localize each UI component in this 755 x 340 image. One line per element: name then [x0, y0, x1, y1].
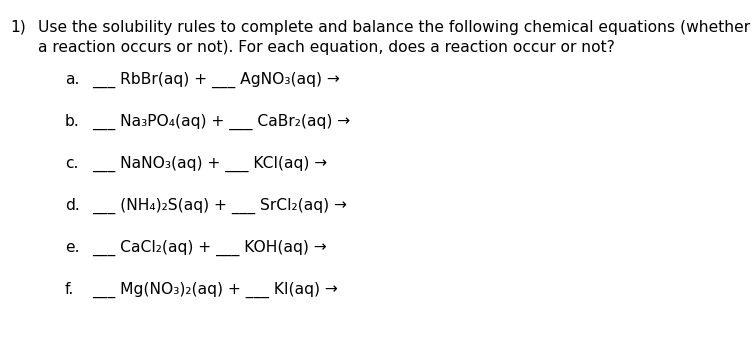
Text: Use the solubility rules to complete and balance the following chemical equation: Use the solubility rules to complete and… [38, 20, 750, 35]
Text: e.: e. [65, 240, 79, 255]
Text: f.: f. [65, 282, 74, 297]
Text: d.: d. [65, 198, 80, 213]
Text: b.: b. [65, 114, 80, 129]
Text: ___ (NH₄)₂S(aq) + ___ SrCl₂(aq) →: ___ (NH₄)₂S(aq) + ___ SrCl₂(aq) → [92, 198, 347, 214]
Text: 1): 1) [10, 20, 26, 35]
Text: a reaction occurs or not). For each equation, does a reaction occur or not?: a reaction occurs or not). For each equa… [38, 40, 615, 55]
Text: ___ CaCl₂(aq) + ___ KOH(aq) →: ___ CaCl₂(aq) + ___ KOH(aq) → [92, 240, 327, 256]
Text: ___ NaNO₃(aq) + ___ KCl(aq) →: ___ NaNO₃(aq) + ___ KCl(aq) → [92, 156, 327, 172]
Text: ___ Na₃PO₄(aq) + ___ CaBr₂(aq) →: ___ Na₃PO₄(aq) + ___ CaBr₂(aq) → [92, 114, 350, 130]
Text: ___ RbBr(aq) + ___ AgNO₃(aq) →: ___ RbBr(aq) + ___ AgNO₃(aq) → [92, 72, 340, 88]
Text: ___ Mg(NO₃)₂(aq) + ___ KI(aq) →: ___ Mg(NO₃)₂(aq) + ___ KI(aq) → [92, 282, 338, 298]
Text: a.: a. [65, 72, 79, 87]
Text: c.: c. [65, 156, 79, 171]
